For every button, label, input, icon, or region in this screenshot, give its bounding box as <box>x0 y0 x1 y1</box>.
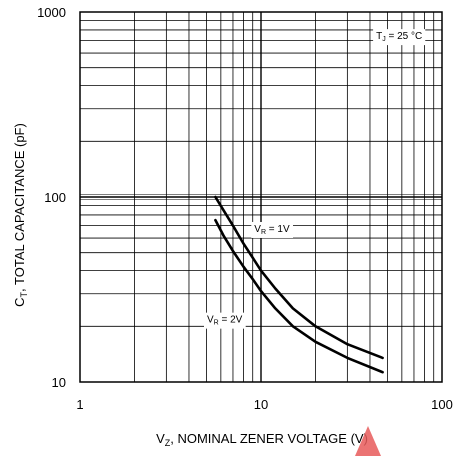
y-axis-label-rest: , TOTAL CAPACITANCE (pF) <box>12 123 27 292</box>
x-tick-label: 100 <box>431 397 453 412</box>
y-axis-label: CT, TOTAL CAPACITANCE (pF) <box>12 123 29 307</box>
annotation-bg <box>373 29 426 46</box>
x-tick-labels: 1 10 100 <box>76 397 452 412</box>
x-tick-label: 10 <box>254 397 268 412</box>
y-tick-label: 10 <box>52 375 66 390</box>
annotation-temp: TJ = 25 °C <box>373 29 426 46</box>
annotation-vr2: VR = 2V <box>203 312 246 329</box>
annotation-vr1: VR = 1V <box>251 221 293 238</box>
annotation-text: VR = 2V <box>207 315 243 327</box>
y-tick-label: 1000 <box>37 5 66 20</box>
y-tick-labels: 10 100 1000 <box>37 5 66 390</box>
grid <box>80 12 442 382</box>
series-line-vr2v <box>214 218 384 374</box>
annotations: TJ = 25 °C VR = 1V VR = 2V <box>203 29 426 329</box>
x-tick-label: 1 <box>76 397 83 412</box>
y-tick-label: 100 <box>44 190 66 205</box>
series-line-vr1v <box>214 195 384 360</box>
x-axis-label-main: V <box>156 431 165 446</box>
series-layer <box>214 195 384 374</box>
watermark-arrow-shape <box>355 426 381 456</box>
x-axis-label-rest: , NOMINAL ZENER VOLTAGE (V) <box>170 431 368 446</box>
annotation-text: VR = 1V <box>254 224 290 236</box>
y-axis-label-sub: T <box>19 291 29 297</box>
x-axis-label: VZ, NOMINAL ZENER VOLTAGE (V) <box>156 431 368 448</box>
y-axis-label-main: C <box>12 297 27 306</box>
x-axis-label-sub: Z <box>165 438 171 448</box>
annotation-text: TJ = 25 °C <box>376 31 422 43</box>
annotation-bg <box>203 312 246 329</box>
watermark-arrow <box>355 426 381 456</box>
annotation-bg <box>251 221 293 238</box>
plot-frame <box>79 11 443 383</box>
